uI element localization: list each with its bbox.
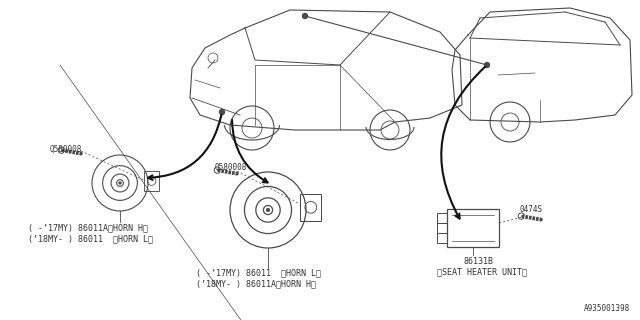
- Circle shape: [220, 109, 225, 115]
- Circle shape: [118, 181, 122, 184]
- Text: (’18MY- ) 86011  〈HORN L〉: (’18MY- ) 86011 〈HORN L〉: [28, 234, 153, 243]
- Circle shape: [214, 167, 221, 173]
- Text: A935001398: A935001398: [584, 304, 630, 313]
- Bar: [437, 213, 447, 223]
- Circle shape: [266, 208, 270, 212]
- Text: Q580008: Q580008: [215, 163, 248, 172]
- Bar: [447, 209, 499, 247]
- Text: ( -’17MY) 86011  〈HORN L〉: ( -’17MY) 86011 〈HORN L〉: [196, 268, 321, 277]
- Circle shape: [518, 213, 525, 219]
- Bar: [300, 194, 321, 221]
- Text: Q580008: Q580008: [50, 145, 83, 154]
- Circle shape: [58, 147, 65, 153]
- Text: ( -’17MY) 86011A〈HORN H〉: ( -’17MY) 86011A〈HORN H〉: [28, 223, 148, 232]
- Text: 0474S: 0474S: [520, 205, 543, 214]
- Bar: [144, 171, 159, 191]
- Bar: [437, 223, 447, 233]
- Circle shape: [303, 13, 307, 19]
- Bar: [437, 233, 447, 243]
- Circle shape: [484, 62, 490, 68]
- Text: (’18MY- ) 86011A〈HORN H〉: (’18MY- ) 86011A〈HORN H〉: [196, 279, 316, 288]
- Text: 〈SEAT HEATER UNIT〉: 〈SEAT HEATER UNIT〉: [437, 267, 527, 276]
- Text: 86131B: 86131B: [463, 257, 493, 266]
